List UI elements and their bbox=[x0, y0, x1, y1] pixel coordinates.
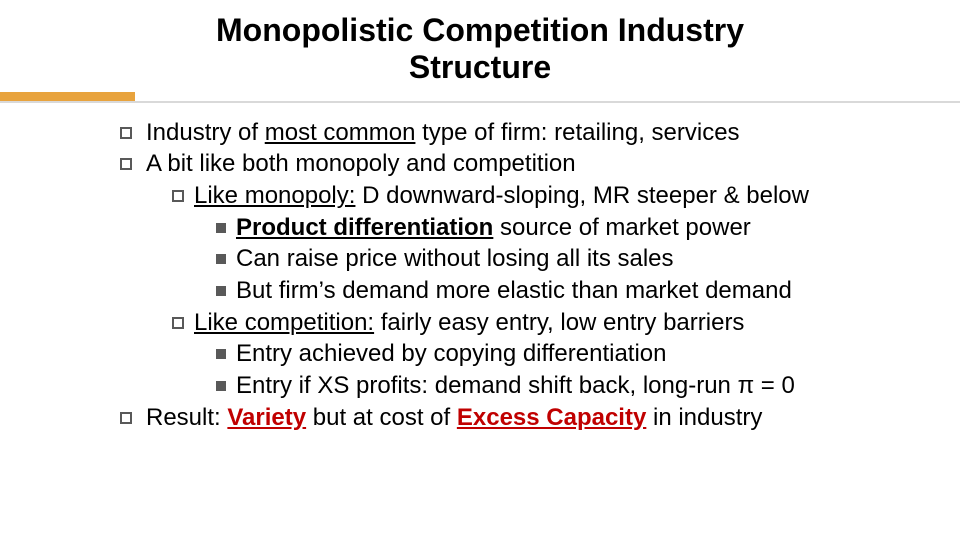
slide: { "title_line1": "Monopolistic Competiti… bbox=[0, 0, 960, 540]
text-bold-underline: Product differentiation bbox=[236, 214, 493, 241]
text-emphasis: Variety bbox=[227, 404, 306, 431]
bullet-2b: Like competition: fairly easy entry, low… bbox=[172, 307, 900, 402]
sub-sub-list: Entry achieved by copying differentiatio… bbox=[194, 338, 900, 401]
text: Industry of bbox=[146, 119, 265, 146]
bullet-2a-ii: Can raise price without losing all its s… bbox=[216, 243, 900, 275]
title-line-1: Monopolistic Competition Industry bbox=[216, 12, 744, 48]
bullet-3: Result: Variety but at cost of Excess Ca… bbox=[120, 402, 900, 434]
bullet-2a: Like monopoly: D downward-sloping, MR st… bbox=[172, 180, 900, 307]
text: but at cost of bbox=[306, 404, 457, 431]
text: in industry bbox=[646, 404, 762, 431]
text: A bit like both monopoly and competition bbox=[146, 150, 576, 177]
bullet-1: Industry of most common type of firm: re… bbox=[120, 117, 900, 149]
text-underline: Like competition: bbox=[194, 309, 374, 336]
text: Entry achieved by copying differentiatio… bbox=[236, 340, 667, 367]
slide-title: Monopolistic Competition Industry Struct… bbox=[0, 0, 960, 86]
bullet-2a-iii: But firm’s demand more elastic than mark… bbox=[216, 275, 900, 307]
text-emphasis: Excess Capacity bbox=[457, 404, 646, 431]
text-underline: Like monopoly: bbox=[194, 182, 355, 209]
sub-list: Like monopoly: D downward-sloping, MR st… bbox=[146, 180, 900, 402]
text: source of market power bbox=[493, 214, 750, 241]
bullet-2: A bit like both monopoly and competition… bbox=[120, 148, 900, 401]
sub-sub-list: Product differentiation source of market… bbox=[194, 212, 900, 307]
title-rule bbox=[0, 92, 960, 103]
text-underline: most common bbox=[265, 119, 416, 146]
text: Can raise price without losing all its s… bbox=[236, 245, 674, 272]
text: But firm’s demand more elastic than mark… bbox=[236, 277, 792, 304]
text: type of firm: retailing, services bbox=[415, 119, 739, 146]
text: fairly easy entry, low entry barriers bbox=[374, 309, 744, 336]
text: D downward-sloping, MR steeper & below bbox=[355, 182, 809, 209]
title-line-2: Structure bbox=[409, 49, 551, 85]
bullet-list: Industry of most common type of firm: re… bbox=[120, 117, 900, 434]
bullet-2b-i: Entry achieved by copying differentiatio… bbox=[216, 338, 900, 370]
bullet-2b-ii: Entry if XS profits: demand shift back, … bbox=[216, 370, 900, 402]
text: Result: bbox=[146, 404, 227, 431]
bullet-2a-i: Product differentiation source of market… bbox=[216, 212, 900, 244]
slide-body: Industry of most common type of firm: re… bbox=[0, 103, 960, 434]
text: Entry if XS profits: demand shift back, … bbox=[236, 372, 795, 399]
